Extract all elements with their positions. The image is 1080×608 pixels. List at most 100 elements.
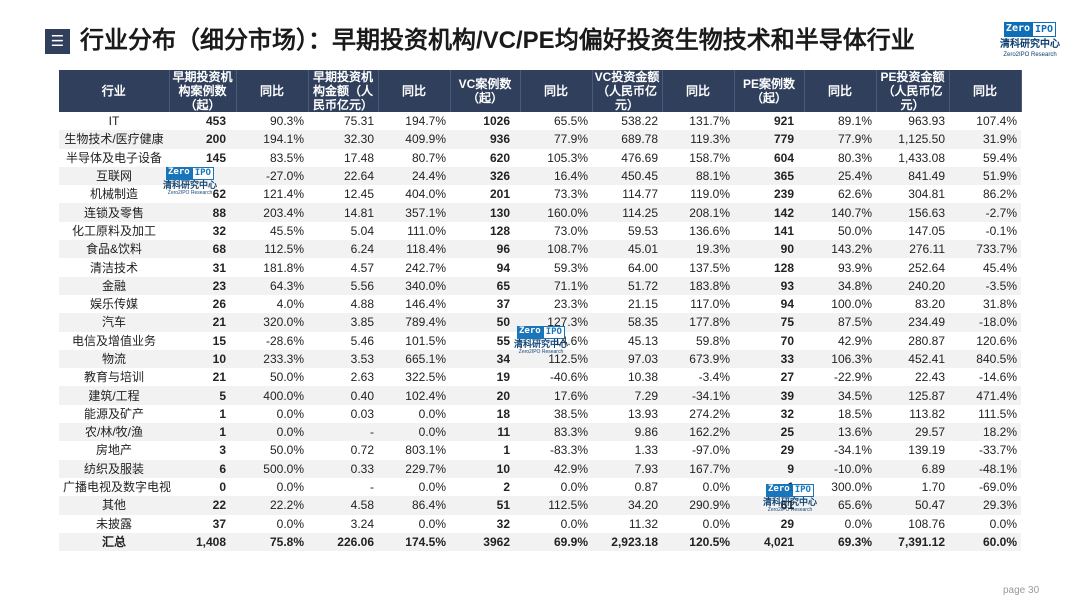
value-cell: 17.6% [520,386,592,405]
value-cell: 11.32 [628,516,658,531]
industry-cell: 汇总 [59,532,169,552]
value-cell: 121.4% [263,187,304,202]
value-cell: 183.8% [662,276,734,295]
value-cell: 88 [169,203,236,222]
value-cell: 226.06 [308,532,378,552]
industry-cell: 电信及增值业务 [71,333,156,348]
value-cell: 37 [496,297,510,312]
value-cell: 105.3% [547,150,588,165]
value-cell: 114.77 [622,187,658,202]
value-cell: 59.8% [695,333,730,348]
value-cell: 304.81 [908,187,945,202]
value-cell: 11 [450,423,520,442]
value-cell: 1,433.08 [898,150,945,165]
value-cell: 13.93 [627,406,658,421]
value-cell: -14.6% [978,370,1017,385]
value-cell: 75.31 [343,114,374,129]
value-cell: 733.7% [949,240,1021,259]
value-cell: 0.0% [276,480,304,495]
value-cell: 32 [780,406,794,421]
value-cell: 108.76 [908,516,945,531]
value-cell: 31.9% [949,130,1021,149]
value-cell: 80.3% [837,150,872,165]
value-cell: 111.5% [978,406,1017,421]
column-header: 行业 [59,70,170,112]
value-cell: 80.7% [411,150,446,165]
table-row: 娱乐传媒 26 4.0% 4.88 146.4% 37 23.3% 21.15 117.0% 94… [59,295,1021,313]
value-cell: 0.33 [308,459,378,478]
value-cell: 59.4% [982,150,1017,165]
value-cell: 0.0% [418,516,446,531]
value-cell: 2 [503,480,510,495]
value-cell: 64.3% [236,276,308,295]
value-cell: 158.7% [689,150,730,165]
value-cell: -28.6% [265,333,304,348]
value-cell: 276.11 [876,240,949,259]
table-row: 汽车 21 320.0% 3.85 789.4% 50 127.3% 58.35 177.8% 7… [59,313,1021,332]
value-cell: 39 [734,386,804,405]
industry-cell: 未披露 [95,516,132,531]
value-cell: 65.6% [804,496,876,515]
value-cell: 112.5% [520,496,592,515]
value-cell: 145 [205,150,226,165]
value-cell: 139.19 [908,443,945,458]
value-cell: 94 [496,260,510,275]
value-cell: 689.78 [592,130,662,149]
column-header: 早期投资机构案例数（起） [169,70,237,112]
value-cell: -0.1% [985,223,1017,238]
value-cell: 18.2% [949,423,1021,442]
value-cell: 200 [169,130,236,149]
industry-cell: 互联网 [59,166,169,186]
value-cell: 841.49 [876,166,949,186]
zero2ipo-logo: Zero IPO 清科研究中心 Zero2IPO Research [1000,22,1060,58]
value-cell: -34.1% [662,386,734,405]
value-cell: 0.0% [276,406,304,421]
value-cell: 0.0% [236,423,308,442]
value-cell: 0.03 [350,406,374,421]
value-cell: 5.46 [350,333,374,348]
value-cell: 19.3% [662,240,734,259]
value-cell: -83.3% [549,443,588,458]
value-cell: 0.0% [702,516,730,531]
value-cell: 114.25 [592,203,662,222]
value-cell: 290.9% [662,496,734,515]
value-cell: 0.0% [418,480,446,495]
value-cell: 6.89 [876,459,949,478]
value-cell: 37 [212,516,226,531]
value-cell: -10.0% [804,459,876,478]
value-cell: 112.5% [520,349,592,369]
value-cell: 963.93 [908,114,945,129]
value-cell: 156.63 [876,203,949,222]
watermark-logo: Zero IPO 清科研究中心 Zero2IPO Research [762,484,817,513]
value-cell: 15 [212,333,226,348]
value-cell: 0.40 [308,386,378,405]
value-cell: 1,125.50 [876,130,949,149]
value-cell: 117.0% [690,297,730,312]
value-cell: 29 [780,443,794,458]
value-cell: 25.4% [804,166,876,186]
value-cell: 23 [169,276,236,295]
value-cell: 32 [496,516,510,531]
value-cell: -27.0% [236,166,308,186]
value-cell: 100.0% [831,297,872,312]
industry-cell: 教育与培训 [83,370,144,385]
value-cell: 111.0% [407,223,446,238]
value-cell: 3962 [450,532,520,552]
industry-cell: 纺织及服装 [59,459,169,478]
value-cell: -33.7% [978,443,1017,458]
value-cell: 64.00 [627,260,658,275]
value-cell: 136.6% [689,223,730,238]
value-cell: 340.0% [378,276,450,295]
value-cell: 83.5% [269,150,304,165]
menu-icon: ☰ [45,29,70,54]
value-cell: -69.0% [978,480,1017,495]
value-cell: -40.6% [549,370,588,385]
value-cell: 1.33 [634,443,658,458]
value-cell: 34.8% [804,276,876,295]
table-row: 未披露 37 0.0% 3.24 0.0% 32 0.0% 11.32 0.0% 29 0.0% 10… [59,515,1021,533]
value-cell: 21 [212,370,226,385]
value-cell: 0.0% [844,516,872,531]
value-cell: 936 [450,130,520,149]
value-cell: 83.3% [520,423,592,442]
value-cell: 90.3% [269,114,304,129]
